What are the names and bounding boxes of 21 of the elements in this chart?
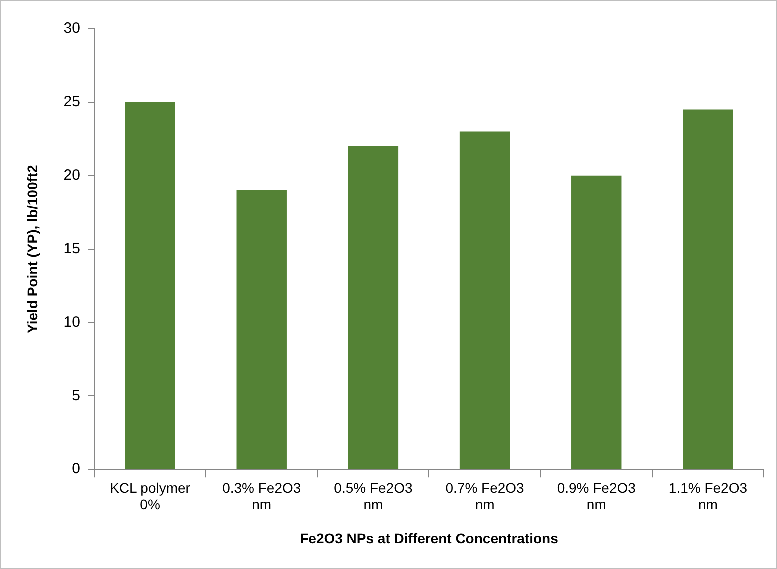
x-tick-label: 0.5% Fe2O3 nm bbox=[334, 480, 413, 513]
y-tick-label: 10 bbox=[64, 314, 80, 331]
bar bbox=[125, 102, 176, 470]
y-tick-label: 25 bbox=[64, 94, 80, 111]
bar bbox=[236, 190, 287, 470]
y-tick-label: 0 bbox=[72, 460, 80, 478]
x-tick-label: 1.1% Fe2O3 nm bbox=[668, 480, 748, 513]
y-axis-title: Yield Point (YP), lb/100ft2 bbox=[24, 164, 40, 334]
bar bbox=[572, 176, 622, 470]
y-tick-label: 30 bbox=[64, 20, 80, 38]
y-tick-label: 20 bbox=[64, 167, 80, 184]
x-tick-label: KCL polymer 0% bbox=[110, 480, 191, 513]
bar bbox=[683, 110, 734, 470]
x-tick-label: 0.7% Fe2O3 nm bbox=[446, 480, 525, 513]
bar bbox=[460, 132, 510, 470]
y-tick-label: 5 bbox=[72, 387, 80, 404]
y-tick-label: 15 bbox=[64, 240, 80, 258]
x-axis-title: Fe2O3 NPs at Different Concentrations bbox=[300, 530, 559, 546]
bar bbox=[348, 146, 399, 470]
x-tick-label: 0.9% Fe2O3 nm bbox=[557, 480, 636, 513]
x-tick-label: 0.3% Fe2O3 nm bbox=[222, 480, 302, 513]
